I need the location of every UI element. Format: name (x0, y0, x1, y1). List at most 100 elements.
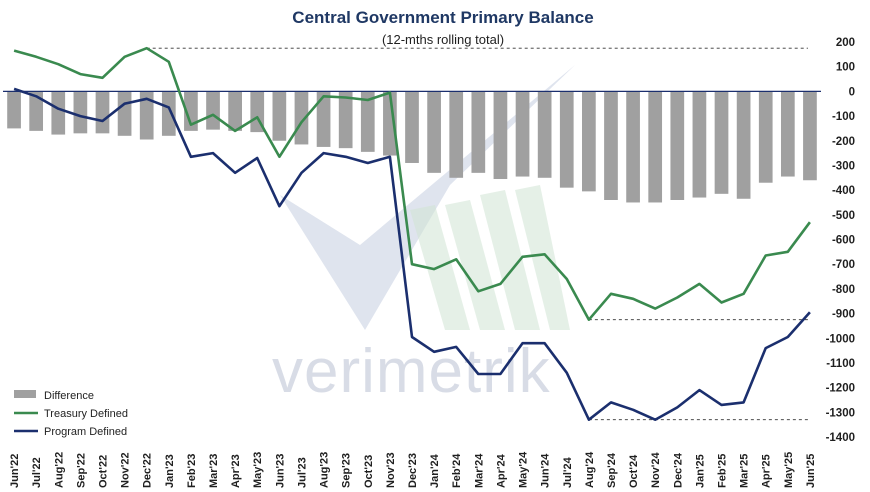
x-tick-label: Jun'22 (9, 454, 21, 488)
bar-16 (360, 91, 375, 152)
bar-13 (294, 91, 309, 145)
bar-2 (51, 91, 66, 135)
x-tick-label: Jan'23 (164, 454, 176, 488)
x-tick-label: Mar'23 (208, 454, 220, 488)
x-tick-label: Sep'22 (75, 453, 87, 488)
x-tick-label: Apr'25 (761, 454, 773, 488)
watermark-text: verimetrik (272, 337, 551, 406)
bar-18 (405, 91, 419, 163)
y-tick-label: -800 (832, 284, 855, 296)
x-tick-label: Mar'25 (739, 454, 751, 488)
legend-label: Treasury Defined (44, 408, 128, 420)
x-tick-label: Feb'23 (186, 454, 198, 488)
bar-28 (626, 91, 640, 203)
bar-22 (493, 91, 508, 180)
bar-26 (582, 91, 596, 192)
reference-lines (3, 47, 821, 421)
x-tick-label: Jul'24 (562, 456, 574, 488)
y-tick-label: 0 (849, 86, 855, 98)
y-tick-label: -900 (832, 309, 855, 321)
x-tick-label: Jun'23 (274, 454, 286, 488)
bar-33 (736, 91, 751, 199)
chart-subtitle: (12-mths rolling total) (382, 32, 504, 47)
x-tick-label: Jul'22 (31, 457, 43, 488)
line-program-defined (13, 87, 811, 422)
y-tick-label: -600 (832, 235, 855, 247)
legend-item-difference: Difference (14, 390, 94, 402)
bar-10 (228, 91, 242, 131)
x-tick-label: Mar'24 (473, 453, 485, 488)
bar-series-difference (7, 91, 817, 203)
legend-item-treasury-defined: Treasury Defined (14, 408, 128, 420)
x-tick-label: Oct'24 (628, 454, 640, 488)
x-tick-label: Dec'24 (672, 452, 684, 488)
line-treasury-defined (13, 46, 811, 322)
y-tick-label: -400 (832, 185, 855, 197)
y-tick-label: -1300 (826, 407, 855, 419)
y-tick-label: -500 (832, 210, 855, 222)
bar-4 (95, 91, 110, 134)
x-tick-label: Apr'24 (495, 453, 507, 488)
x-tick-label: Sep'24 (606, 452, 618, 488)
y-tick-label: -1000 (826, 333, 855, 345)
bar-17 (383, 91, 397, 156)
bar-31 (692, 91, 707, 198)
line-series (13, 46, 811, 422)
x-tick-label: Jun'25 (805, 454, 817, 488)
bar-30 (670, 91, 685, 200)
bar-36 (803, 91, 817, 181)
watermark-stripe-4 (515, 185, 570, 330)
x-tick-label: Apr'23 (230, 454, 242, 488)
x-tick-label: Jan'25 (694, 454, 706, 488)
legend: Difference Treasury Defined Program Define… (14, 390, 128, 438)
x-tick-label: Oct'22 (97, 455, 109, 488)
bar-8 (184, 91, 198, 131)
y-tick-label: -300 (832, 160, 855, 172)
x-tick-label: Nov'23 (385, 452, 397, 488)
x-tick-label: Nov'24 (650, 451, 662, 488)
x-tick-label: Jan'24 (429, 453, 441, 488)
x-tick-label: Oct'23 (363, 455, 375, 488)
watermark-stripe-3 (480, 190, 540, 330)
bar-21 (471, 91, 486, 173)
y-tick-label: -1100 (826, 358, 855, 370)
bar-6 (139, 91, 154, 140)
legend-item-program-defined: Program Defined (14, 426, 127, 438)
x-axis: Jun'22 Jul'22 Aug'22 Sep'22 Oct'22 Nov'22 Dec'… (9, 451, 817, 488)
bar-27 (604, 91, 618, 200)
bar-9 (206, 91, 220, 130)
bar-25 (559, 91, 574, 188)
bar-20 (449, 91, 464, 178)
bar-19 (427, 91, 441, 173)
y-tick-label: -1400 (826, 432, 855, 444)
x-tick-label: Feb'25 (717, 454, 729, 488)
bar-15 (338, 91, 353, 149)
x-tick-label: Dec'22 (142, 453, 154, 488)
bar-12 (272, 91, 287, 141)
x-tick-label: Feb'24 (451, 453, 463, 488)
x-tick-label: Aug'24 (584, 451, 596, 488)
legend-label: Difference (44, 390, 94, 402)
x-tick-label: May'25 (783, 452, 795, 488)
y-tick-label: -100 (832, 111, 855, 123)
bar-14 (316, 91, 331, 147)
y-tick-label: 200 (836, 37, 855, 49)
bar-23 (515, 91, 530, 177)
bar-7 (161, 91, 176, 136)
bar-29 (648, 91, 663, 203)
y-axis: 200 100 0 -100 -200 -300 -400 -500 -600 -700 -800 -… (826, 37, 855, 444)
x-tick-label: Nov'22 (120, 452, 132, 488)
x-tick-label: May'24 (518, 451, 530, 488)
bar-1 (29, 91, 44, 131)
bar-0 (7, 91, 21, 129)
bar-24 (537, 91, 552, 178)
y-tick-label: -1200 (826, 383, 855, 395)
legend-label: Program Defined (44, 426, 127, 438)
bar-3 (73, 91, 88, 134)
watermark-stripe-2 (445, 200, 505, 330)
bar-5 (117, 91, 132, 136)
chart-title: Central Government Primary Balance (292, 8, 593, 27)
bar-35 (780, 91, 795, 177)
x-tick-label: Dec'23 (407, 453, 419, 488)
